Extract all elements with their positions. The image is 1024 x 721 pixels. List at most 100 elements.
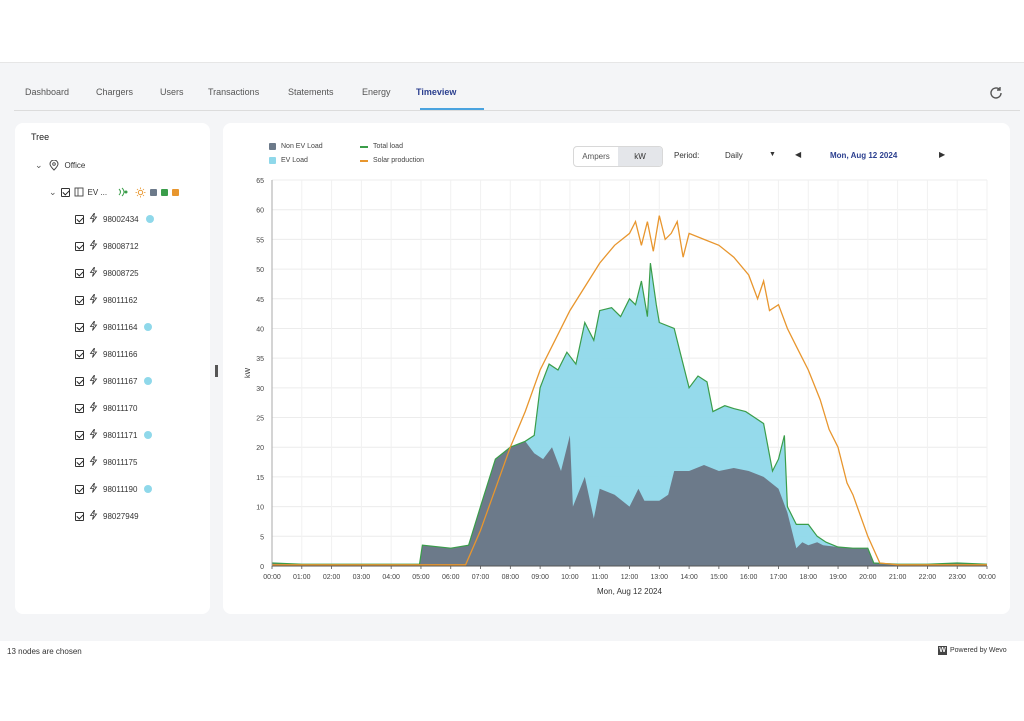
tree-node-label: Office: [64, 160, 86, 170]
charger-checkbox[interactable]: [75, 241, 84, 251]
x-tick-label: 00:00: [978, 574, 996, 581]
chevron-down-icon[interactable]: ⌄: [49, 186, 57, 197]
signal-icon: [118, 187, 128, 197]
x-tick-label: 21:00: [889, 574, 907, 581]
non-ev-indicator: [150, 188, 158, 196]
status-dot: [144, 323, 153, 331]
x-tick-label: 07:00: [472, 574, 490, 581]
x-axis-label: Mon, Aug 12 2024: [597, 587, 662, 596]
chart-series: [271, 215, 988, 566]
unit-option-ampers[interactable]: Ampers: [582, 152, 610, 161]
charger-checkbox[interactable]: [75, 295, 84, 305]
charger-row[interactable]: 98011162: [75, 293, 137, 307]
charger-id: 98011166: [103, 349, 138, 359]
tab-dashboard[interactable]: Dashboard: [25, 87, 70, 97]
x-tick-label: 16:00: [740, 574, 758, 581]
charger-row[interactable]: 98011175: [75, 455, 137, 469]
x-tick-label: 09:00: [531, 574, 549, 581]
app-body: Dashboard Chargers Users Transactions St…: [0, 63, 1024, 641]
tab-energy[interactable]: Energy: [362, 87, 391, 97]
y-tick-label: 40: [256, 326, 264, 333]
charger-checkbox[interactable]: [75, 457, 84, 467]
tab-timeview[interactable]: Timeview: [416, 87, 457, 97]
refresh-icon[interactable]: [988, 85, 1004, 101]
legend-non-ev: Non EV Load: [269, 143, 323, 150]
charger-checkbox[interactable]: [75, 322, 84, 332]
date-display[interactable]: Mon, Aug 12 2024: [830, 151, 898, 160]
y-tick-label: 35: [256, 356, 264, 363]
sun-icon: [135, 187, 146, 197]
group-checkbox[interactable]: [60, 187, 70, 197]
x-tick-label: 10:00: [561, 574, 579, 581]
period-select[interactable]: Daily ▼: [725, 151, 777, 160]
charger-row[interactable]: 98011190: [75, 482, 153, 496]
y-tick-label: 0: [260, 564, 264, 571]
lightning-icon: [89, 348, 98, 360]
charger-checkbox[interactable]: [75, 214, 84, 224]
next-date-icon[interactable]: ▶: [939, 150, 946, 159]
charger-row[interactable]: 98008712: [75, 239, 139, 253]
charger-checkbox[interactable]: [75, 268, 84, 278]
x-tick-label: 03:00: [353, 574, 371, 581]
legend-solar: Solar production: [360, 157, 424, 164]
lightning-icon: [89, 483, 98, 495]
y-tick-label: 10: [256, 505, 264, 512]
charger-id: 98011171: [103, 430, 138, 440]
powered-by: W Powered by Wevo: [938, 646, 1007, 655]
period-value: Daily: [725, 151, 743, 160]
tab-transactions[interactable]: Transactions: [208, 87, 260, 97]
charger-checkbox[interactable]: [75, 376, 84, 386]
panel-resize-handle[interactable]: [215, 365, 218, 377]
tree-node-ev-group[interactable]: ⌄ EV ...: [49, 185, 180, 199]
charger-id: 98027949: [103, 511, 139, 521]
tree-node-office[interactable]: ⌄ Office: [35, 158, 85, 172]
y-tick-label: 15: [256, 475, 264, 482]
charger-row[interactable]: 98008725: [75, 266, 139, 280]
group-label: EV ...: [87, 187, 108, 197]
location-pin-icon: [49, 159, 59, 171]
charger-row[interactable]: 98011166: [75, 347, 137, 361]
lightning-icon: [89, 321, 98, 333]
prev-date-icon[interactable]: ◀: [795, 150, 802, 159]
unit-option-kw[interactable]: kW: [618, 147, 662, 166]
y-axis-label: kW: [245, 368, 252, 379]
tab-users[interactable]: Users: [160, 87, 184, 97]
tab-chargers[interactable]: Chargers: [96, 87, 134, 97]
tree-panel: Tree ⌄ Office ⌄ EV ... 98002434 98008712 9…: [15, 123, 210, 614]
charger-checkbox[interactable]: [75, 484, 84, 494]
charger-checkbox[interactable]: [75, 349, 84, 359]
charger-row[interactable]: 98011164: [75, 320, 153, 334]
charger-checkbox[interactable]: [75, 511, 84, 521]
x-tick-label: 19:00: [829, 574, 847, 581]
x-tick-label: 08:00: [502, 574, 520, 581]
y-tick-label: 30: [256, 386, 264, 393]
charger-row[interactable]: 98027949: [75, 509, 139, 523]
charger-checkbox[interactable]: [75, 403, 84, 413]
charger-row[interactable]: 98011171: [75, 428, 153, 442]
chevron-down-icon[interactable]: ⌄: [35, 159, 43, 170]
x-tick-label: 18:00: [799, 574, 817, 581]
powered-text: Powered by Wevo: [950, 647, 1007, 654]
total-indicator: [161, 188, 169, 196]
x-tick-label: 11:00: [591, 574, 608, 581]
y-tick-label: 25: [256, 416, 264, 423]
charger-row[interactable]: 98011170: [75, 401, 137, 415]
x-tick-label: 15:00: [710, 574, 728, 581]
tab-statements[interactable]: Statements: [288, 87, 334, 97]
x-tick-label: 13:00: [651, 574, 669, 581]
charger-row[interactable]: 98002434: [75, 212, 154, 226]
charger-row[interactable]: 98011167: [75, 374, 153, 388]
x-tick-label: 20:00: [859, 574, 877, 581]
lightning-icon: [89, 456, 98, 468]
meter-icon: [74, 187, 83, 197]
lightning-icon: [89, 240, 98, 252]
lightning-icon: [89, 375, 98, 387]
lightning-icon: [89, 213, 98, 225]
timeline-chart: 0 5 10 15 20 25 30 35 40 45 50 55 60 65 00:00 01:00 02:0…: [245, 178, 996, 596]
x-tick-label: 14:00: [680, 574, 698, 581]
charger-checkbox[interactable]: [75, 430, 84, 440]
charger-id: 98008725: [103, 268, 139, 278]
status-dot: [144, 377, 153, 385]
charger-id: 98011167: [103, 376, 138, 386]
x-tick-label: 04:00: [382, 574, 400, 581]
